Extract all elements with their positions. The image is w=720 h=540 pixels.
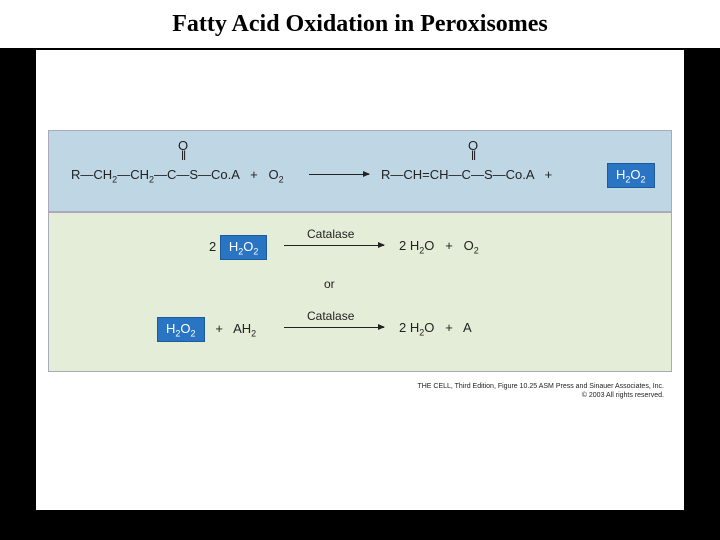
bond: — bbox=[493, 167, 506, 182]
credit-line2: © 2003 All rights reserved. bbox=[417, 391, 664, 400]
enzyme-label-2: Catalase bbox=[307, 309, 354, 323]
h2o: 2 H bbox=[399, 238, 419, 253]
sub: 2 bbox=[279, 175, 284, 185]
product-chain: R—CH=CH—C—S—Co.A + bbox=[381, 167, 559, 182]
o2: O bbox=[269, 167, 279, 182]
h: H bbox=[229, 239, 238, 254]
or-label: or bbox=[324, 277, 335, 291]
page-title: Fatty Acid Oxidation in Peroxisomes bbox=[172, 11, 548, 38]
bond: — bbox=[449, 167, 462, 182]
bond: — bbox=[198, 167, 211, 182]
h2o2-product: H2O2 bbox=[607, 163, 655, 188]
sub: 2 bbox=[191, 329, 196, 339]
plus: + bbox=[445, 320, 453, 335]
rxn3-products: 2 H2O + A bbox=[399, 320, 472, 338]
sulfur: S bbox=[484, 167, 493, 182]
bond: — bbox=[390, 167, 403, 182]
plus: + bbox=[445, 238, 453, 253]
enzyme-label-1: Catalase bbox=[307, 227, 354, 241]
bond: — bbox=[80, 167, 93, 182]
reaction-arrow-icon bbox=[284, 245, 384, 246]
r-group: R bbox=[381, 167, 390, 182]
reaction-arrow-icon bbox=[309, 174, 369, 175]
figure-area: O ‖ R—CH2—CH2—C—S—Co.A + O2 O ‖ R—CH=CH—… bbox=[36, 50, 684, 510]
carbonyl-right: O ‖ bbox=[468, 141, 478, 161]
o: O bbox=[630, 167, 640, 182]
coef: 2 bbox=[209, 239, 216, 254]
sub: 2 bbox=[641, 175, 646, 185]
h: H bbox=[166, 321, 175, 336]
carbon: C bbox=[462, 167, 471, 182]
o: O bbox=[243, 239, 253, 254]
rxn2-products: 2 H2O + O2 bbox=[399, 238, 479, 256]
bond: — bbox=[117, 167, 130, 182]
credit-line1: THE CELL, Third Edition, Figure 10.25 AS… bbox=[417, 382, 664, 391]
title-bar: Fatty Acid Oxidation in Peroxisomes bbox=[0, 0, 720, 50]
ch-ch: CH=CH bbox=[403, 167, 448, 182]
bond: — bbox=[176, 167, 189, 182]
ch2: CH bbox=[93, 167, 112, 182]
carbonyl-left: O ‖ bbox=[178, 141, 188, 161]
reaction-arrow-icon bbox=[284, 327, 384, 328]
plus: + bbox=[215, 321, 223, 336]
plus: + bbox=[250, 167, 258, 182]
bond: — bbox=[154, 167, 167, 182]
coa: Co.A bbox=[506, 167, 534, 182]
h2o: 2 H bbox=[399, 320, 419, 335]
h2o2-badge: H2O2 bbox=[220, 235, 268, 260]
sub: 2 bbox=[474, 246, 479, 256]
h2o2-badge: H2O2 bbox=[157, 317, 205, 342]
panel-oxidation: O ‖ R—CH2—CH2—C—S—Co.A + O2 O ‖ R—CH=CH—… bbox=[48, 130, 672, 212]
coa: Co.A bbox=[211, 167, 239, 182]
rxn2-left: 2 H2O2 bbox=[209, 235, 267, 260]
h: H bbox=[616, 167, 625, 182]
ch2: CH bbox=[130, 167, 149, 182]
bond: — bbox=[471, 167, 484, 182]
ah2: AH bbox=[233, 321, 251, 336]
rxn3-left: H2O2 + AH2 bbox=[157, 317, 256, 342]
a: A bbox=[463, 320, 472, 335]
o: O bbox=[424, 320, 434, 335]
o: O bbox=[424, 238, 434, 253]
sub: 2 bbox=[253, 247, 258, 257]
reactant-chain: R—CH2—CH2—C—S—Co.A + O2 bbox=[71, 167, 284, 185]
h2o2-badge: H2O2 bbox=[607, 163, 655, 188]
sulfur: S bbox=[189, 167, 198, 182]
sub: 2 bbox=[251, 329, 256, 339]
plus: + bbox=[545, 167, 553, 182]
panel-catalase: 2 H2O2 Catalase 2 H2O + O2 or H2O2 + AH2… bbox=[48, 212, 672, 372]
figure-credit: THE CELL, Third Edition, Figure 10.25 AS… bbox=[417, 382, 664, 400]
r-group: R bbox=[71, 167, 80, 182]
o2: O bbox=[464, 238, 474, 253]
o: O bbox=[180, 321, 190, 336]
carbon: C bbox=[167, 167, 176, 182]
